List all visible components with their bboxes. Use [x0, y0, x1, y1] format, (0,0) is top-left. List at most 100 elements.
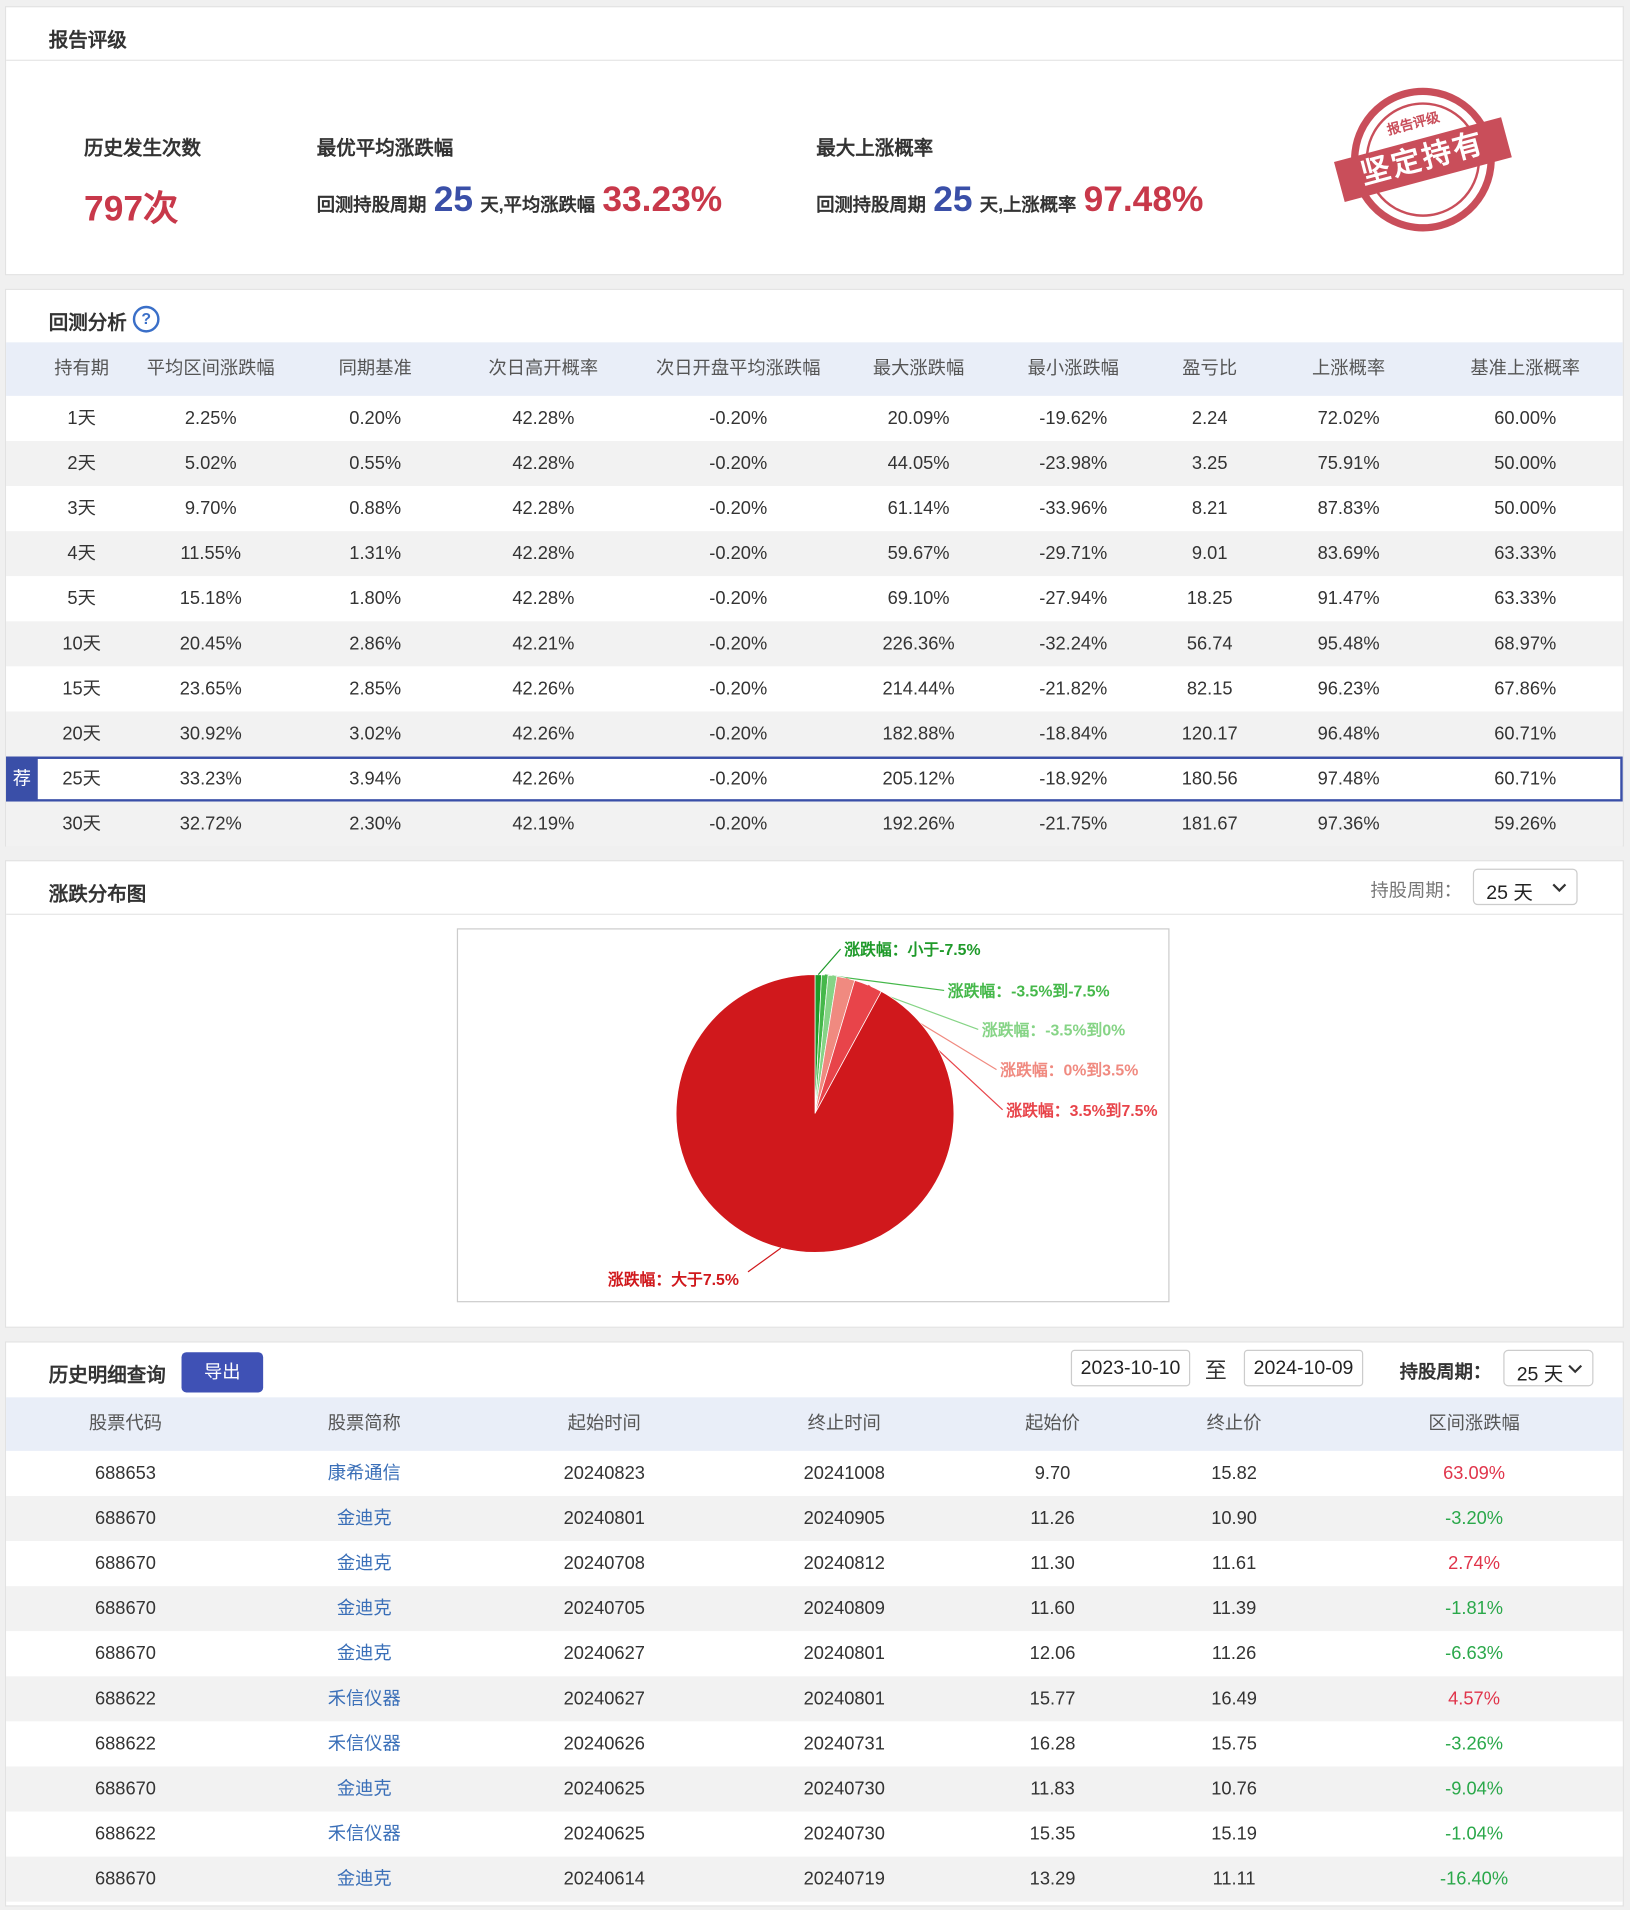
table-cell: 688622 [94, 1688, 156, 1710]
table-cell: 23.65% [179, 678, 242, 700]
table-cell: 15.18% [179, 588, 242, 610]
table-cell: -18.84% [1039, 723, 1108, 745]
table-cell: 2.74% [1448, 1553, 1500, 1574]
stat-prefix: 回测持股周期 [816, 194, 926, 216]
column-header: 最大涨跌幅 [872, 358, 965, 379]
table-cell: 9.01 [1191, 543, 1228, 565]
stock-link[interactable]: 康希通信 [327, 1463, 401, 1484]
table-cell: 42.26% [512, 723, 575, 745]
table-cell: 0.20% [349, 408, 402, 429]
table-cell: 120.17 [1181, 723, 1238, 745]
table-cell: 33.23% [179, 768, 242, 790]
table-cell: 97.48% [1317, 768, 1380, 790]
table-cell: 9.70 [1034, 1463, 1071, 1484]
rating-stamp: 报告评级 坚定持有 [1333, 71, 1512, 248]
table-cell: -23.98% [1039, 453, 1108, 474]
table-cell: 42.21% [512, 633, 575, 655]
table-cell: 11.39 [1211, 1598, 1257, 1620]
section-title: 回测分析 [48, 313, 127, 334]
stock-link[interactable]: 金迪克 [336, 1508, 392, 1529]
table-cell: 15天 [62, 678, 101, 700]
table-cell: 20240625 [563, 1778, 645, 1800]
table-cell: 2.25% [184, 408, 237, 429]
table-cell: 42.28% [512, 453, 575, 474]
stock-link[interactable]: 金迪克 [336, 1553, 392, 1574]
stat-value: 33.23% [602, 180, 723, 220]
table-row [6, 1586, 1623, 1632]
table-cell: -19.62% [1039, 408, 1108, 429]
table-cell: 20240730 [803, 1778, 885, 1800]
table-cell: 42.19% [512, 813, 575, 835]
table-cell: 3.25 [1191, 453, 1228, 474]
table-cell: 42.28% [512, 408, 575, 429]
stock-link[interactable]: 金迪克 [336, 1598, 392, 1620]
stat-days: 25 [433, 180, 474, 220]
table-cell: 688670 [94, 1868, 156, 1890]
column-header: 次日高开概率 [488, 358, 599, 379]
table-cell: -33.96% [1039, 498, 1108, 519]
table-cell: -1.81% [1445, 1598, 1504, 1620]
stock-link[interactable]: 禾信仪器 [327, 1823, 401, 1845]
column-header: 起始价 [1025, 1413, 1080, 1434]
table-cell: 42.26% [512, 678, 575, 700]
table-cell: 20240905 [803, 1508, 885, 1529]
column-header: 起始时间 [567, 1413, 641, 1434]
table-cell: 68.97% [1494, 633, 1557, 655]
table-cell: 12.06 [1029, 1643, 1076, 1665]
stat-prefix: 回测持股周期 [316, 194, 427, 216]
table-cell: 11.83 [1030, 1778, 1075, 1800]
table-cell: 11.26 [1211, 1643, 1257, 1665]
table-cell: 0.88% [349, 498, 402, 519]
date-input[interactable]: 2023-10-10 [1070, 1349, 1191, 1387]
table-cell: 20240627 [563, 1643, 645, 1665]
stock-link[interactable]: 金迪克 [336, 1868, 392, 1890]
table-row [6, 1450, 1623, 1496]
table-cell: 42.28% [512, 498, 575, 519]
table-cell: -27.94% [1039, 588, 1108, 610]
table-row [6, 1631, 1623, 1677]
export-button[interactable]: 导出 [181, 1352, 264, 1393]
table-cell: -0.20% [709, 678, 768, 700]
table-row [6, 1856, 1623, 1902]
stock-link[interactable]: 金迪克 [336, 1643, 392, 1665]
column-header: 持有期 [54, 358, 110, 379]
table-cell: 72.02% [1317, 408, 1380, 429]
table-row [6, 1495, 1623, 1542]
table-cell: 2.86% [349, 633, 402, 655]
table-cell: 15.19 [1211, 1823, 1257, 1845]
column-header: 股票代码 [88, 1413, 163, 1434]
table-cell: 13.29 [1029, 1868, 1076, 1890]
column-header: 终止时间 [807, 1413, 881, 1434]
stat-mid: 天,上涨概率 [979, 194, 1077, 216]
occurrence-count: 797次 [84, 190, 179, 230]
stat-label: 最优平均涨跌幅 [316, 138, 454, 160]
help-icon[interactable]: ? [132, 305, 160, 333]
date-input[interactable]: 2024-10-09 [1243, 1349, 1364, 1387]
slice-label: 涨跌幅：3.5%到7.5% [1006, 1101, 1157, 1120]
table-row [6, 756, 1623, 802]
table-cell: 182.88% [882, 723, 955, 745]
period-select-text: 25 天 [1516, 1364, 1564, 1386]
table-row [6, 1676, 1623, 1722]
stock-link[interactable]: 金迪克 [336, 1778, 392, 1800]
column-header: 上涨概率 [1312, 358, 1386, 379]
table-cell: 4.57% [1448, 1688, 1500, 1710]
table-cell: 15.82 [1211, 1463, 1257, 1484]
table-cell: 20240614 [563, 1868, 645, 1890]
stock-link[interactable]: 禾信仪器 [327, 1733, 401, 1755]
table-cell: -0.20% [709, 768, 768, 790]
table-cell: -9.04% [1445, 1778, 1504, 1800]
period-select[interactable]: 25 天 [1503, 1349, 1594, 1387]
table-cell: 688653 [94, 1463, 156, 1484]
table-cell: 42.26% [512, 768, 575, 790]
table-cell: 9.70% [184, 498, 237, 519]
table-cell: 20240801 [563, 1508, 645, 1529]
period-select[interactable]: 25 天 [1472, 868, 1578, 906]
table-cell: 20240626 [563, 1733, 645, 1755]
table-cell: 205.12% [882, 768, 955, 790]
section-title: 历史明细查询 [48, 1365, 166, 1387]
table-cell: 2天 [67, 453, 96, 474]
stock-link[interactable]: 禾信仪器 [327, 1688, 401, 1710]
table-cell: 688670 [94, 1553, 156, 1574]
table-cell: 96.48% [1317, 723, 1380, 745]
